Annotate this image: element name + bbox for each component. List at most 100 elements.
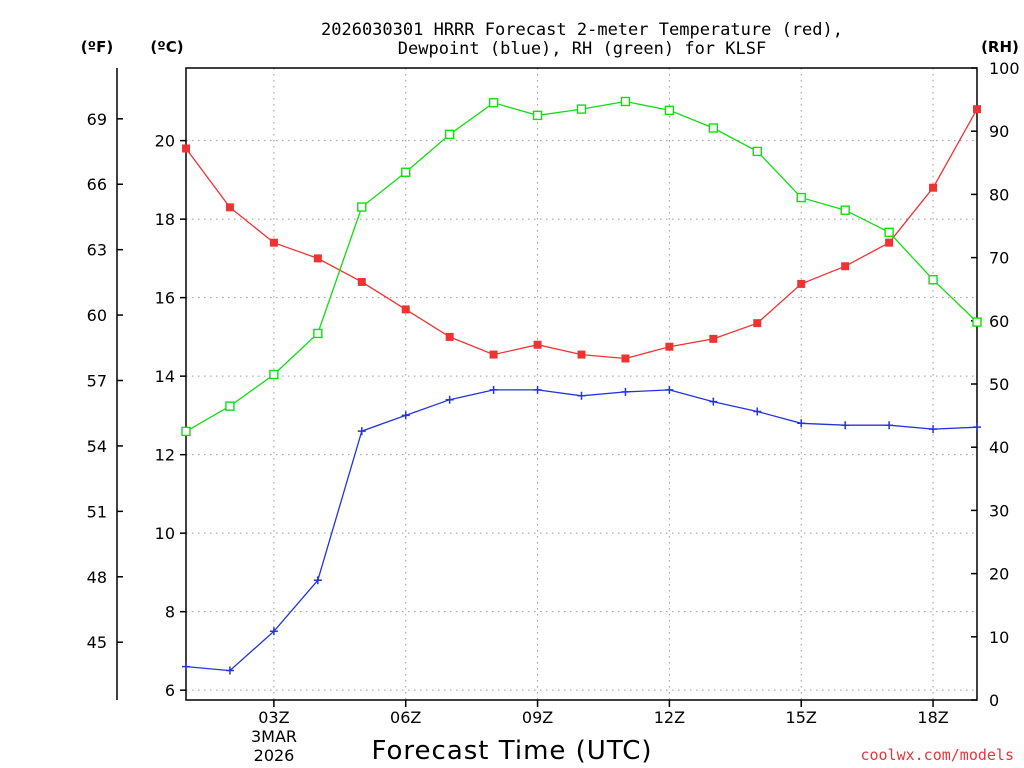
rh-point xyxy=(357,202,367,212)
tick-labels: 6 8 10 12 14 16 18 20 45 48 51 54 57 60 63 66 69 0 10 20 30 4… xyxy=(87,59,1020,727)
temperature-point xyxy=(709,334,718,343)
rh-point xyxy=(928,275,938,285)
dewpoint-point xyxy=(841,421,850,430)
dewpoint-point xyxy=(577,391,586,400)
temperature-point xyxy=(973,105,981,114)
celsius-tick-label: 8 xyxy=(165,603,175,622)
fahrenheit-tick-label: 45 xyxy=(87,633,107,652)
rh-point xyxy=(576,104,587,114)
fahrenheit-tick-label: 63 xyxy=(87,241,107,260)
celsius-tick-label: 18 xyxy=(155,210,175,229)
x-tick-label: 06Z xyxy=(390,708,421,727)
celsius-tick-label: 12 xyxy=(155,446,175,465)
x-tick-label: 12Z xyxy=(654,708,685,727)
x-axis-title: Forecast Time (UTC) xyxy=(371,736,652,766)
fahrenheit-tick-label: 66 xyxy=(87,175,107,194)
chart-title-line2: Dewpoint (blue), RH (green) for KLSF xyxy=(398,39,766,59)
rh-point xyxy=(401,167,411,177)
fahrenheit-tick-label: 69 xyxy=(87,110,107,129)
dewpoint-point xyxy=(621,387,630,396)
rh-point xyxy=(620,96,631,107)
temperature-point xyxy=(269,238,278,247)
celsius-unit-label: (ºC) xyxy=(150,38,183,56)
date-year-label: 2026 xyxy=(254,746,295,765)
temperature-line xyxy=(185,108,978,360)
rh-unit-label: (RH) xyxy=(981,38,1019,56)
fahrenheit-tick-label: 57 xyxy=(87,372,107,391)
x-tick-label: 15Z xyxy=(786,708,817,727)
rh-point xyxy=(488,98,499,108)
rh-tick-label: 40 xyxy=(989,438,1009,457)
x-tick-label: 18Z xyxy=(917,708,948,727)
data-series xyxy=(181,96,982,675)
rh-tick-label: 0 xyxy=(989,691,999,710)
fahrenheit-tick-label: 51 xyxy=(87,502,107,521)
temperature-point xyxy=(533,340,542,349)
dewpoint-point xyxy=(182,662,190,671)
credit-label: coolwx.com/models xyxy=(860,746,1014,764)
temperature-point xyxy=(665,342,674,351)
fahrenheit-tick-label: 48 xyxy=(87,568,107,587)
rh-point xyxy=(884,227,894,238)
celsius-tick-label: 10 xyxy=(155,524,175,543)
rh-tick-label: 30 xyxy=(989,501,1009,520)
rh-point xyxy=(444,129,455,140)
dewpoint-line xyxy=(185,389,978,672)
temperature-point xyxy=(841,262,850,271)
rh-tick-label: 50 xyxy=(989,375,1009,394)
x-tick-label: 03Z xyxy=(258,708,289,727)
rh-point xyxy=(840,205,850,215)
dewpoint-point xyxy=(489,385,498,394)
dewpoint-point xyxy=(357,427,366,436)
dewpoint-series xyxy=(182,385,981,675)
fahrenheit-tick-label: 54 xyxy=(87,437,107,456)
celsius-tick-label: 14 xyxy=(155,367,175,386)
dewpoint-point xyxy=(973,423,981,432)
dewpoint-point xyxy=(797,419,806,428)
temperature-point xyxy=(313,254,322,263)
rh-point xyxy=(269,369,279,380)
temperature-point xyxy=(885,238,894,247)
celsius-tick-label: 6 xyxy=(165,681,175,700)
dewpoint-point xyxy=(225,666,234,675)
temperature-point xyxy=(797,279,806,288)
rh-point xyxy=(752,146,762,157)
temperature-point xyxy=(621,354,630,363)
temperature-point xyxy=(401,305,410,314)
temperature-point xyxy=(225,203,234,212)
rh-point xyxy=(664,105,675,116)
dewpoint-point xyxy=(753,407,762,416)
rh-tick-label: 90 xyxy=(989,122,1009,141)
rh-point xyxy=(313,328,323,339)
dewpoint-point xyxy=(313,576,322,585)
rh-point xyxy=(796,192,806,203)
rh-tick-label: 10 xyxy=(989,628,1009,647)
celsius-tick-label: 16 xyxy=(155,289,175,308)
dewpoint-point xyxy=(885,421,894,430)
fahrenheit-unit-label: (ºF) xyxy=(81,38,113,56)
rh-series xyxy=(181,96,982,437)
celsius-tick-label: 20 xyxy=(155,132,175,151)
axes xyxy=(116,67,978,707)
temperature-point xyxy=(357,277,366,286)
rh-tick-label: 60 xyxy=(989,312,1009,331)
dewpoint-point xyxy=(269,627,278,636)
temperature-point xyxy=(489,350,498,359)
rh-tick-label: 100 xyxy=(989,59,1020,78)
plot-frame xyxy=(185,67,978,701)
fahrenheit-tick-label: 60 xyxy=(87,306,107,325)
rh-tick-label: 70 xyxy=(989,249,1009,268)
grid-lines xyxy=(186,68,977,700)
rh-point xyxy=(532,110,543,121)
x-tick-label: 09Z xyxy=(522,708,553,727)
rh-point xyxy=(225,401,235,411)
temperature-point xyxy=(929,183,938,192)
date-day-label: 3MAR xyxy=(251,727,297,746)
dewpoint-point xyxy=(533,385,542,394)
temperature-point xyxy=(182,144,190,153)
temperature-series xyxy=(182,105,981,363)
rh-line xyxy=(185,100,978,432)
rh-tick-label: 80 xyxy=(989,185,1009,204)
rh-point xyxy=(708,123,719,133)
